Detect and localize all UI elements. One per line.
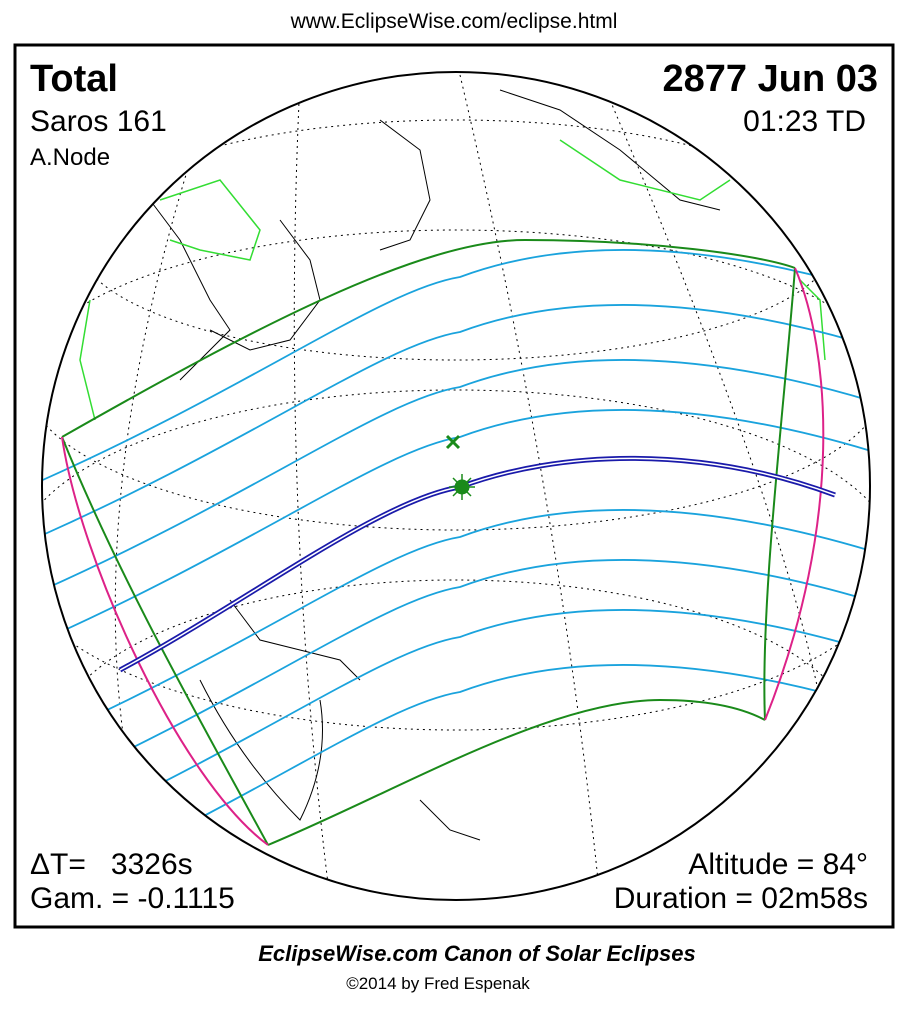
eclipse-type: Total xyxy=(30,58,118,100)
path-limits xyxy=(61,238,825,846)
duration: Duration = 02m58s xyxy=(614,882,868,915)
footer-title: EclipseWise.com Canon of Solar Eclipses xyxy=(258,941,696,966)
central-line-inner xyxy=(119,457,836,671)
url: www.EclipseWise.com/eclipse.html xyxy=(290,10,618,33)
central-line xyxy=(118,455,836,673)
delta-t: ΔT= 3326s xyxy=(30,848,193,881)
coastlines xyxy=(149,89,721,841)
greatest-eclipse-marker xyxy=(445,434,475,500)
copyright: ©2014 by Fred Espenak xyxy=(346,974,530,993)
frame xyxy=(13,43,895,929)
date: 2877 Jun 03 xyxy=(663,58,878,100)
altitude: Altitude = 84° xyxy=(688,848,868,881)
globe-edge xyxy=(41,71,871,901)
borders xyxy=(79,139,826,421)
node: A.Node xyxy=(30,144,110,171)
saros: Saros 161 xyxy=(30,105,167,138)
gamma: Gam. = -0.1115 xyxy=(30,882,235,915)
time: 01:23 TD xyxy=(743,105,866,138)
